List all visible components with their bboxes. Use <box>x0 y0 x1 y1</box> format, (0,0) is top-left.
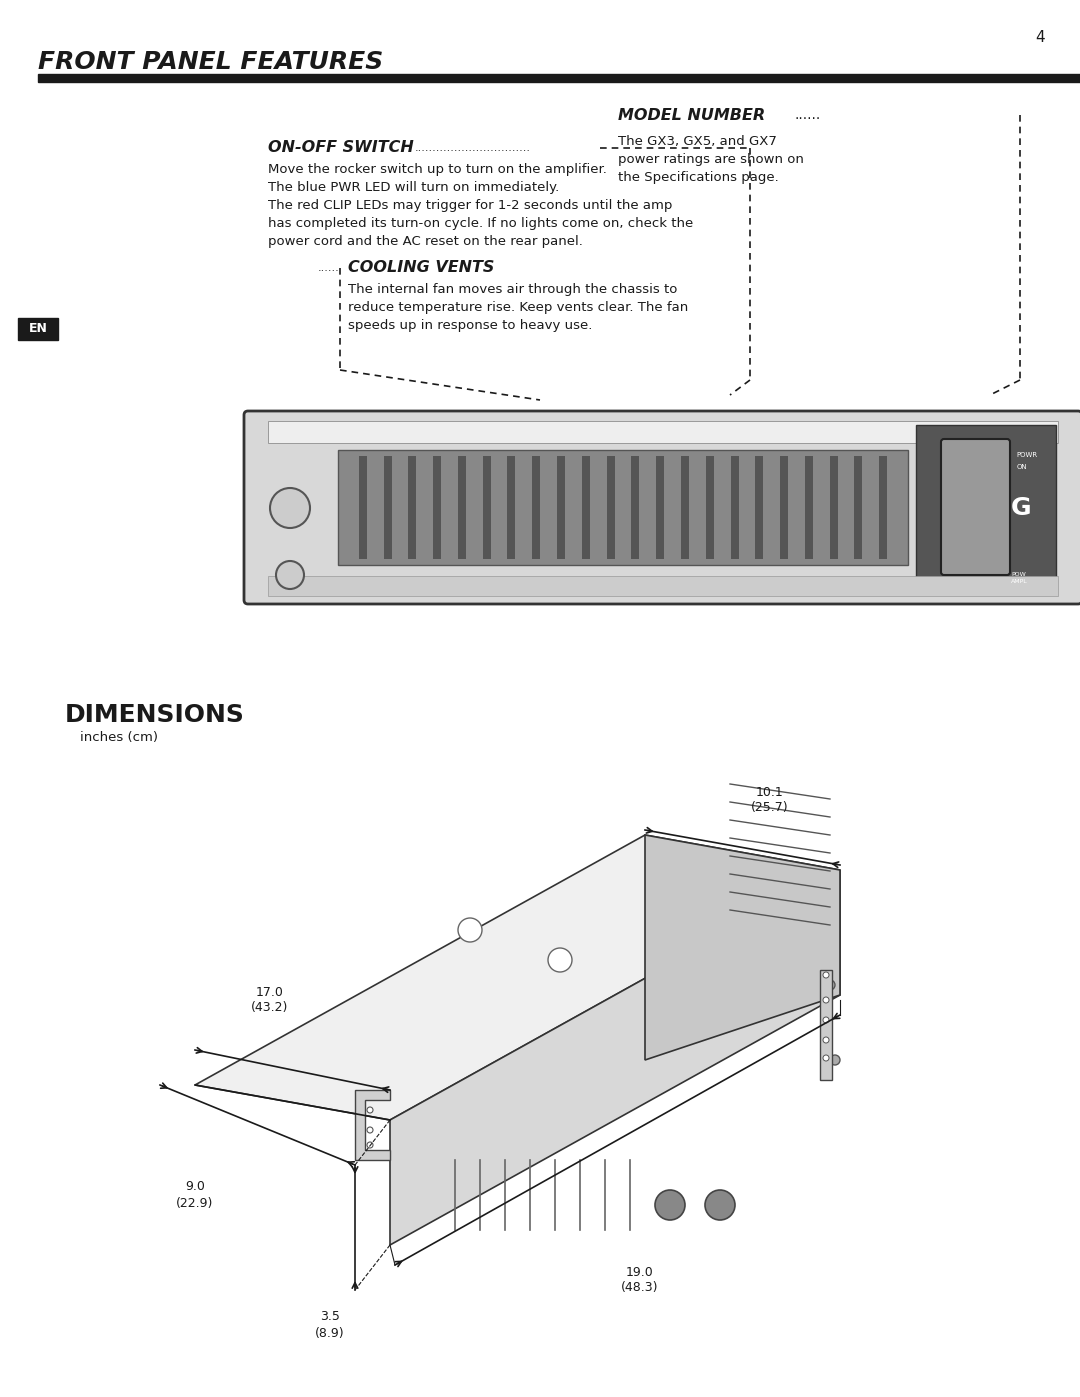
Bar <box>805 455 813 559</box>
Bar <box>879 455 887 559</box>
FancyBboxPatch shape <box>244 411 1080 604</box>
Text: 9.0
(22.9): 9.0 (22.9) <box>176 1180 214 1210</box>
Circle shape <box>823 1037 829 1044</box>
Bar <box>657 455 664 559</box>
Circle shape <box>276 562 303 590</box>
Circle shape <box>654 1190 685 1220</box>
Bar <box>483 455 490 559</box>
Text: EN: EN <box>28 323 48 335</box>
Circle shape <box>823 997 829 1003</box>
Bar <box>458 455 465 559</box>
Circle shape <box>367 1141 373 1148</box>
Text: The GX3, GX5, and GX7
power ratings are shown on
the Specifications page.: The GX3, GX5, and GX7 power ratings are … <box>618 136 804 184</box>
Bar <box>730 455 739 559</box>
Bar <box>820 970 832 1080</box>
Bar <box>532 455 540 559</box>
Circle shape <box>548 949 572 972</box>
Bar <box>829 455 838 559</box>
Polygon shape <box>390 870 840 1245</box>
Text: POWR: POWR <box>1016 453 1038 458</box>
Text: DIMENSIONS: DIMENSIONS <box>65 703 245 726</box>
Text: Move the rocker switch up to turn on the amplifier.
The blue PWR LED will turn o: Move the rocker switch up to turn on the… <box>268 163 693 249</box>
Bar <box>18 319 58 339</box>
Text: FRONT PANEL FEATURES: FRONT PANEL FEATURES <box>38 50 383 74</box>
Bar <box>383 455 392 559</box>
Text: ................................: ................................ <box>415 142 531 154</box>
Bar <box>38 74 1080 82</box>
Bar <box>408 455 417 559</box>
Polygon shape <box>645 835 840 1060</box>
Bar <box>755 455 764 559</box>
Circle shape <box>825 981 835 990</box>
Circle shape <box>270 488 310 528</box>
Bar <box>632 455 639 559</box>
FancyBboxPatch shape <box>941 439 1010 576</box>
Circle shape <box>831 1055 840 1065</box>
Circle shape <box>458 918 482 942</box>
Text: ......: ...... <box>318 263 340 272</box>
Text: COOLING VENTS: COOLING VENTS <box>348 260 495 275</box>
Bar <box>359 455 367 559</box>
Bar <box>508 455 515 559</box>
Bar <box>780 455 788 559</box>
Circle shape <box>823 1055 829 1060</box>
Text: ON-OFF SWITCH: ON-OFF SWITCH <box>268 141 414 155</box>
Bar <box>916 425 1056 590</box>
Text: POW
AMPL: POW AMPL <box>1011 573 1028 584</box>
Bar <box>433 455 441 559</box>
Text: The internal fan moves air through the chassis to
reduce temperature rise. Keep : The internal fan moves air through the c… <box>348 284 688 332</box>
Circle shape <box>367 1106 373 1113</box>
Circle shape <box>823 1017 829 1023</box>
Bar <box>268 420 1058 443</box>
Polygon shape <box>355 1090 390 1160</box>
Text: 3.5
(8.9): 3.5 (8.9) <box>315 1310 345 1340</box>
Bar <box>268 576 1058 597</box>
Circle shape <box>367 1127 373 1133</box>
Text: 4: 4 <box>1036 31 1044 46</box>
Text: ......: ...... <box>795 108 821 122</box>
Circle shape <box>823 972 829 978</box>
Text: G: G <box>1011 496 1031 520</box>
Bar <box>582 455 590 559</box>
Bar <box>557 455 565 559</box>
Text: MODEL NUMBER: MODEL NUMBER <box>618 108 766 123</box>
Text: 19.0
(48.3): 19.0 (48.3) <box>621 1266 659 1295</box>
Bar <box>338 450 908 564</box>
Circle shape <box>705 1190 735 1220</box>
Text: 17.0
(43.2): 17.0 (43.2) <box>252 985 288 1014</box>
Bar <box>854 455 863 559</box>
Text: ON: ON <box>1016 464 1027 469</box>
Polygon shape <box>195 835 840 1120</box>
Bar <box>705 455 714 559</box>
Text: inches (cm): inches (cm) <box>80 732 158 745</box>
Text: 10.1
(25.7): 10.1 (25.7) <box>752 785 788 814</box>
Bar <box>607 455 615 559</box>
Bar <box>681 455 689 559</box>
